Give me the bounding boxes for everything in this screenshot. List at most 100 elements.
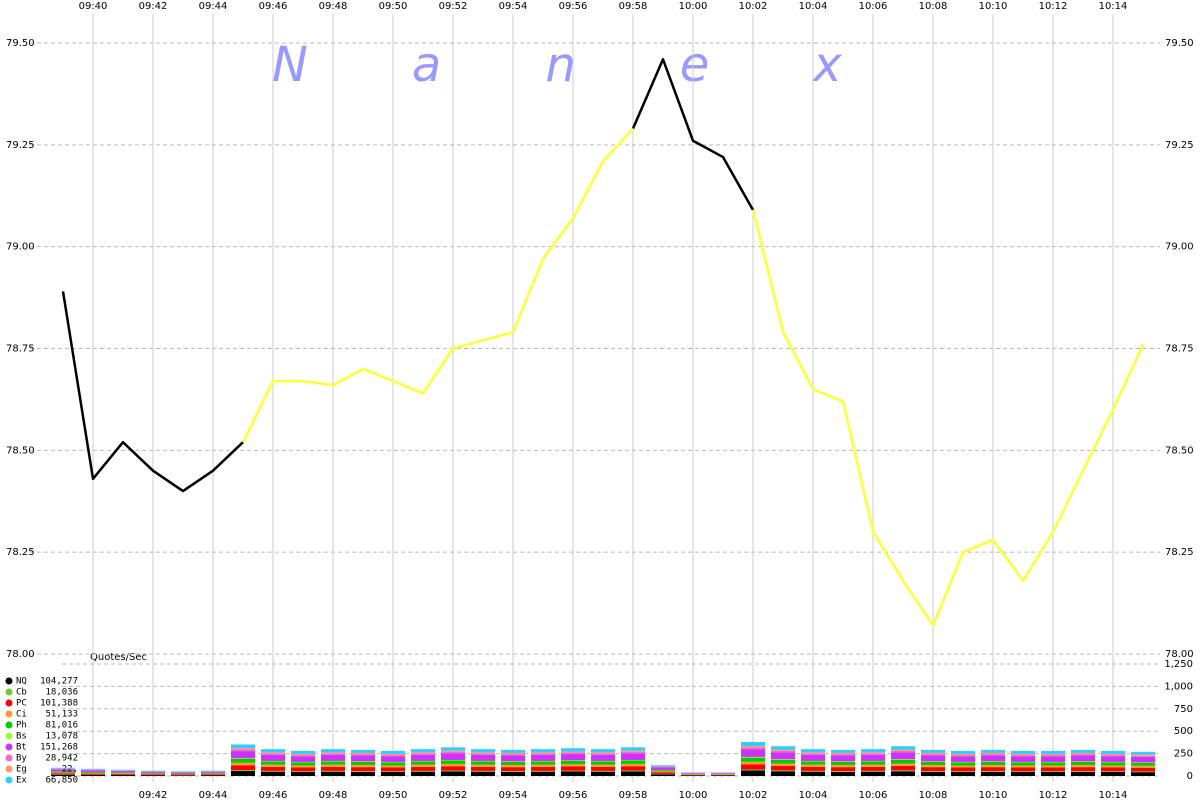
x-tick-label: 09:42 bbox=[139, 1, 168, 12]
volume-bar bbox=[1131, 755, 1155, 757]
volume-bar bbox=[1071, 761, 1095, 766]
volume-bar bbox=[621, 766, 645, 771]
volume-bar bbox=[441, 750, 465, 752]
volume-bar bbox=[231, 762, 255, 766]
volume-bar bbox=[771, 759, 795, 764]
volume-bar bbox=[771, 765, 795, 771]
volume-bar bbox=[351, 755, 375, 762]
volume-bar bbox=[1071, 765, 1095, 768]
volume-bar bbox=[351, 761, 375, 762]
volume-bar bbox=[501, 755, 525, 762]
volume-bar bbox=[621, 750, 645, 752]
x-tick-label: 10:00 bbox=[679, 1, 708, 12]
volume-bar bbox=[801, 770, 825, 772]
volume-bar bbox=[1041, 754, 1065, 757]
legend-total: 22, bbox=[62, 765, 78, 775]
volume-bar bbox=[621, 771, 645, 776]
y-tick-label: 79.50 bbox=[1165, 38, 1194, 49]
volume-bar bbox=[261, 761, 285, 765]
x-tick-label: 09:50 bbox=[379, 790, 408, 800]
volume-bar bbox=[291, 762, 315, 766]
volume-bar bbox=[471, 754, 495, 761]
volume-bar bbox=[291, 750, 315, 754]
volume-bar bbox=[561, 751, 585, 753]
legend-label: Bs bbox=[16, 732, 27, 742]
x-tick-label: 10:02 bbox=[739, 790, 768, 800]
y-tick-label: 78.00 bbox=[1165, 649, 1194, 660]
volume-bar bbox=[951, 756, 975, 762]
volume-bar bbox=[441, 747, 465, 751]
volume-bar bbox=[1041, 750, 1065, 754]
volume-bar bbox=[771, 746, 795, 750]
x-tick-label: 10:14 bbox=[1099, 1, 1128, 12]
volume-bar bbox=[561, 760, 585, 761]
volume-bar bbox=[321, 752, 345, 754]
volume-bar bbox=[441, 763, 465, 767]
volume-bar bbox=[111, 775, 135, 776]
volume-bar bbox=[861, 764, 885, 767]
volume-bar bbox=[861, 766, 885, 771]
volume-bar bbox=[591, 766, 615, 771]
volume-bar bbox=[741, 747, 765, 750]
y-tick-label: 78.25 bbox=[1165, 547, 1194, 558]
volume-bar bbox=[1071, 771, 1095, 776]
volume-bar bbox=[531, 760, 555, 762]
volume-bar bbox=[1071, 767, 1095, 772]
volume-bar bbox=[891, 751, 915, 753]
volume-bar bbox=[1101, 765, 1125, 768]
volume-bar bbox=[231, 748, 255, 750]
volume-bar bbox=[261, 753, 285, 755]
volume-bar bbox=[771, 771, 795, 776]
volume-bar bbox=[441, 770, 465, 772]
volume-bar bbox=[321, 770, 345, 772]
volume-bar bbox=[591, 764, 615, 767]
volume-bar bbox=[321, 749, 345, 753]
volume-bar bbox=[981, 765, 1005, 768]
volume-bar bbox=[741, 761, 765, 765]
volume-bar bbox=[1071, 754, 1095, 756]
y2-tick-label: 1,250 bbox=[1164, 659, 1193, 670]
x-tick-label: 09:56 bbox=[559, 1, 588, 12]
volume-bar bbox=[591, 752, 615, 754]
x-tick-label: 09:54 bbox=[499, 790, 528, 800]
volume-bar bbox=[381, 756, 405, 762]
volume-bar bbox=[561, 754, 585, 761]
volume-bar bbox=[1011, 761, 1035, 763]
volume-bar bbox=[981, 767, 1005, 772]
volume-bar bbox=[861, 752, 885, 754]
volume-bar bbox=[1011, 756, 1035, 762]
volume-bar bbox=[921, 761, 945, 766]
volume-bar bbox=[621, 770, 645, 772]
volume-bar bbox=[381, 765, 405, 768]
x-tick-label: 09:56 bbox=[559, 790, 588, 800]
volume-bar bbox=[921, 771, 945, 776]
volume-bar bbox=[1101, 754, 1125, 757]
volume-bar bbox=[321, 761, 345, 765]
volume-bar bbox=[321, 753, 345, 755]
volume-bar bbox=[531, 754, 555, 761]
legend-total: 151,268 bbox=[40, 743, 78, 753]
volume-bar bbox=[1131, 767, 1155, 772]
volume-bar bbox=[831, 761, 855, 766]
legend-marker bbox=[5, 699, 13, 707]
volume-bar bbox=[501, 765, 525, 768]
volume-bar bbox=[471, 760, 495, 762]
volume-bar bbox=[531, 752, 555, 754]
volume-bar bbox=[1131, 756, 1155, 763]
y-tick-label: 78.75 bbox=[1165, 344, 1194, 355]
volume-bar bbox=[981, 771, 1005, 776]
volume-bar bbox=[951, 767, 975, 772]
volume-bar bbox=[1101, 756, 1125, 762]
x-tick-label: 09:44 bbox=[199, 790, 228, 800]
x-tick-label: 09:52 bbox=[439, 790, 468, 800]
x-tick-label: 09:46 bbox=[259, 1, 288, 12]
volume-bar bbox=[891, 771, 915, 776]
volume-bar bbox=[501, 754, 525, 756]
x-tick-label: 10:00 bbox=[679, 790, 708, 800]
x-tick-label: 09:50 bbox=[379, 1, 408, 12]
volume-bar bbox=[81, 772, 105, 774]
volume-bar bbox=[651, 774, 675, 776]
volume-bar bbox=[411, 752, 435, 754]
volume-bar bbox=[711, 774, 735, 776]
volume-bar bbox=[531, 749, 555, 753]
